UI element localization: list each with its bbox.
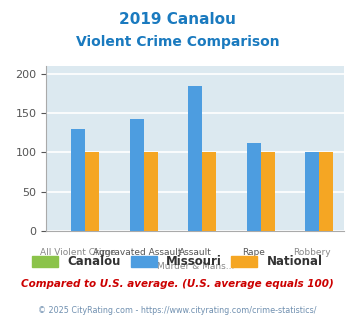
Text: Robbery: Robbery <box>293 248 331 257</box>
Bar <box>261 152 275 231</box>
Text: © 2025 CityRating.com - https://www.cityrating.com/crime-statistics/: © 2025 CityRating.com - https://www.city… <box>38 306 317 315</box>
Bar <box>71 129 85 231</box>
Legend: Canalou, Missouri, National: Canalou, Missouri, National <box>29 252 326 272</box>
Bar <box>85 152 99 231</box>
Text: Assault: Assault <box>179 248 212 257</box>
Text: Aggravated Assault: Aggravated Assault <box>93 248 181 257</box>
Text: Compared to U.S. average. (U.S. average equals 100): Compared to U.S. average. (U.S. average … <box>21 279 334 289</box>
Bar <box>305 152 319 231</box>
Bar <box>188 86 202 231</box>
Text: Rape: Rape <box>242 248 265 257</box>
Bar <box>202 152 216 231</box>
Bar <box>144 152 158 231</box>
Text: Violent Crime Comparison: Violent Crime Comparison <box>76 35 279 49</box>
Bar <box>319 152 333 231</box>
Text: 2019 Canalou: 2019 Canalou <box>119 12 236 26</box>
Bar <box>130 119 144 231</box>
Text: Murder & Mans...: Murder & Mans... <box>157 262 234 271</box>
Bar <box>247 143 261 231</box>
Text: All Violent Crime: All Violent Crime <box>40 248 116 257</box>
